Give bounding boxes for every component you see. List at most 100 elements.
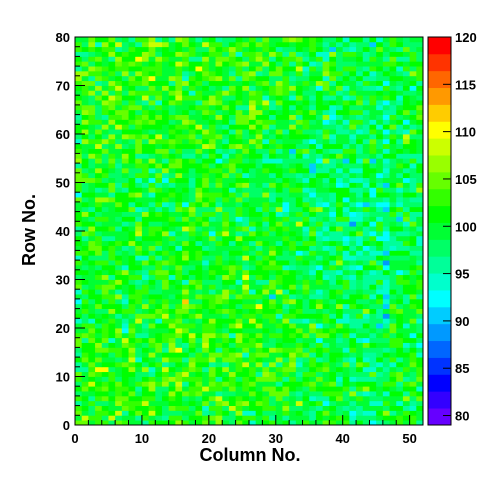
- heatmap-cell: [208, 56, 216, 62]
- heatmap-cell: [228, 163, 237, 169]
- heatmap-cell: [182, 158, 190, 164]
- heatmap-cell: [349, 284, 357, 290]
- heatmap-cell: [95, 381, 103, 387]
- heatmap-cell: [202, 177, 210, 183]
- heatmap-cell: [356, 66, 364, 72]
- heatmap-cell: [208, 289, 216, 295]
- heatmap-cell: [402, 361, 411, 368]
- heatmap-cell: [282, 420, 290, 426]
- heatmap-cell: [188, 129, 196, 135]
- heatmap-cell: [75, 90, 83, 96]
- heatmap-cell: [155, 376, 163, 382]
- heatmap-cell: [269, 148, 277, 154]
- color-scale-swatch: [428, 155, 451, 173]
- heatmap-cell: [275, 177, 283, 183]
- heatmap-cell: [302, 90, 310, 96]
- color-scale-label: 95: [455, 267, 469, 282]
- heatmap-cell: [336, 192, 344, 198]
- heatmap-cell: [222, 347, 230, 353]
- heatmap-cell: [396, 124, 404, 130]
- heatmap-cell: [88, 153, 96, 159]
- heatmap-cell: [309, 318, 317, 324]
- heatmap-cell: [249, 381, 257, 387]
- heatmap-cell: [208, 279, 216, 285]
- heatmap-cell: [369, 298, 377, 305]
- heatmap-cell: [88, 298, 96, 305]
- heatmap-cell: [396, 357, 404, 363]
- heatmap-cell: [389, 85, 397, 91]
- heatmap-cell: [249, 274, 257, 280]
- heatmap-cell: [349, 400, 357, 406]
- heatmap-cell: [289, 405, 297, 411]
- heatmap-cell: [275, 357, 283, 363]
- heatmap-cell: [202, 274, 210, 280]
- heatmap-cell: [215, 337, 223, 343]
- heatmap-cell: [202, 294, 210, 300]
- heatmap-cell: [282, 294, 290, 300]
- heatmap-cell: [416, 337, 424, 343]
- heatmap-cell: [168, 318, 176, 324]
- heatmap-cell: [188, 269, 196, 276]
- heatmap-cell: [356, 41, 364, 48]
- heatmap-cell: [396, 391, 404, 397]
- heatmap-cell: [75, 318, 83, 324]
- heatmap-cell: [315, 100, 324, 106]
- heatmap-cell: [148, 192, 156, 198]
- heatmap-cell: [289, 172, 297, 179]
- heatmap-cell: [215, 313, 223, 319]
- heatmap-cell: [295, 357, 303, 363]
- heatmap-cell: [182, 337, 190, 343]
- heatmap-cell: [101, 95, 109, 101]
- heatmap-cell: [175, 376, 183, 382]
- heatmap-cell: [235, 153, 243, 159]
- heatmap-cell: [336, 410, 344, 416]
- heatmap-cell: [409, 231, 417, 237]
- heatmap-cell: [155, 206, 163, 212]
- heatmap-cell: [295, 211, 303, 217]
- heatmap-cell: [249, 66, 257, 72]
- heatmap-cell: [235, 75, 243, 82]
- heatmap-cell: [208, 143, 216, 149]
- heatmap-cell: [322, 255, 330, 261]
- heatmap-cell: [322, 70, 330, 77]
- heatmap-cell: [409, 294, 417, 300]
- heatmap-cell: [255, 148, 263, 154]
- heatmap-cell: [228, 381, 237, 387]
- heatmap-cell: [262, 269, 270, 276]
- heatmap-cell: [342, 221, 350, 227]
- heatmap-cell: [95, 313, 103, 319]
- heatmap-cell: [356, 216, 364, 222]
- heatmap-cell: [242, 337, 250, 343]
- heatmap-cell: [295, 298, 303, 305]
- heatmap-cell: [168, 303, 176, 309]
- heatmap-cell: [289, 197, 297, 203]
- heatmap-cell: [282, 386, 290, 392]
- heatmap-cell: [121, 405, 129, 411]
- heatmap-cell: [376, 158, 384, 164]
- heatmap-cell: [396, 420, 404, 426]
- heatmap-cell: [302, 143, 310, 149]
- heatmap-cell: [409, 80, 417, 86]
- heatmap-cell: [409, 226, 417, 232]
- heatmap-cell: [389, 51, 397, 57]
- heatmap-cell: [369, 187, 377, 193]
- heatmap-cell: [382, 332, 390, 339]
- heatmap-cell: [369, 104, 377, 111]
- heatmap-cell: [135, 420, 143, 426]
- heatmap-cell: [262, 235, 270, 242]
- heatmap-cell: [409, 114, 417, 120]
- heatmap-cell: [88, 182, 96, 188]
- heatmap-cell: [302, 347, 310, 353]
- heatmap-cell: [135, 279, 143, 285]
- heatmap-cell: [269, 206, 277, 212]
- heatmap-cell: [289, 104, 297, 111]
- heatmap-cell: [215, 51, 223, 57]
- heatmap-cell: [202, 70, 210, 77]
- heatmap-cell: [275, 163, 283, 169]
- heatmap-cell: [376, 400, 384, 406]
- heatmap-cell: [141, 70, 150, 77]
- heatmap-cell: [235, 347, 243, 353]
- heatmap-cell: [81, 303, 89, 309]
- heatmap-cell: [195, 134, 203, 140]
- heatmap-cell: [349, 352, 357, 358]
